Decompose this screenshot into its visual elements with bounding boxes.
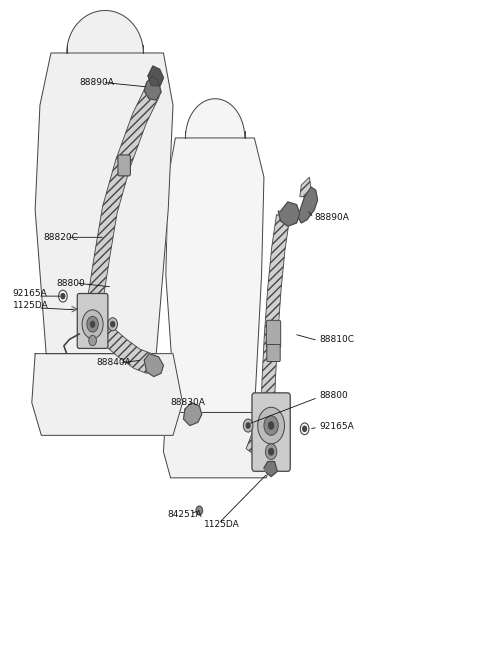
Circle shape [264, 416, 278, 436]
Polygon shape [183, 403, 202, 426]
FancyBboxPatch shape [252, 393, 290, 472]
Circle shape [108, 318, 118, 331]
Text: 92165A: 92165A [12, 289, 48, 298]
Polygon shape [278, 202, 300, 226]
Circle shape [258, 407, 285, 444]
Polygon shape [185, 99, 245, 138]
Text: 88820C: 88820C [44, 233, 79, 242]
Circle shape [87, 316, 98, 332]
Text: 88890A: 88890A [314, 213, 349, 221]
FancyBboxPatch shape [266, 320, 281, 348]
Circle shape [300, 423, 309, 435]
Text: 92165A: 92165A [319, 422, 354, 431]
Circle shape [59, 290, 67, 302]
Polygon shape [166, 138, 264, 413]
Polygon shape [163, 413, 274, 478]
Circle shape [246, 423, 250, 428]
Text: 1125DA: 1125DA [204, 520, 240, 529]
Polygon shape [144, 354, 163, 377]
Circle shape [89, 335, 96, 346]
Text: 84251A: 84251A [167, 510, 202, 519]
Circle shape [265, 444, 277, 460]
Polygon shape [299, 187, 318, 223]
Polygon shape [144, 76, 161, 100]
Polygon shape [264, 462, 277, 477]
Circle shape [61, 293, 65, 299]
Text: 88810C: 88810C [319, 335, 354, 344]
Polygon shape [148, 66, 163, 86]
Circle shape [268, 422, 274, 430]
Polygon shape [32, 354, 182, 436]
Circle shape [82, 310, 103, 339]
Circle shape [111, 322, 115, 327]
FancyBboxPatch shape [267, 345, 280, 362]
Text: 88800: 88800 [319, 391, 348, 400]
Circle shape [269, 449, 274, 455]
Text: 88890A: 88890A [80, 78, 115, 87]
Text: 88840A: 88840A [96, 358, 131, 367]
FancyBboxPatch shape [77, 293, 108, 348]
Circle shape [243, 419, 253, 432]
Polygon shape [91, 314, 151, 373]
Text: 1125DA: 1125DA [12, 301, 48, 310]
Polygon shape [35, 53, 173, 354]
Text: 88800: 88800 [57, 278, 85, 288]
Circle shape [90, 321, 95, 328]
Text: 88830A: 88830A [170, 398, 205, 407]
Circle shape [303, 426, 307, 432]
Polygon shape [300, 177, 311, 196]
Polygon shape [88, 85, 159, 300]
Polygon shape [261, 215, 289, 409]
Polygon shape [67, 10, 144, 53]
FancyBboxPatch shape [118, 155, 131, 176]
Polygon shape [246, 405, 274, 457]
Circle shape [196, 506, 203, 515]
